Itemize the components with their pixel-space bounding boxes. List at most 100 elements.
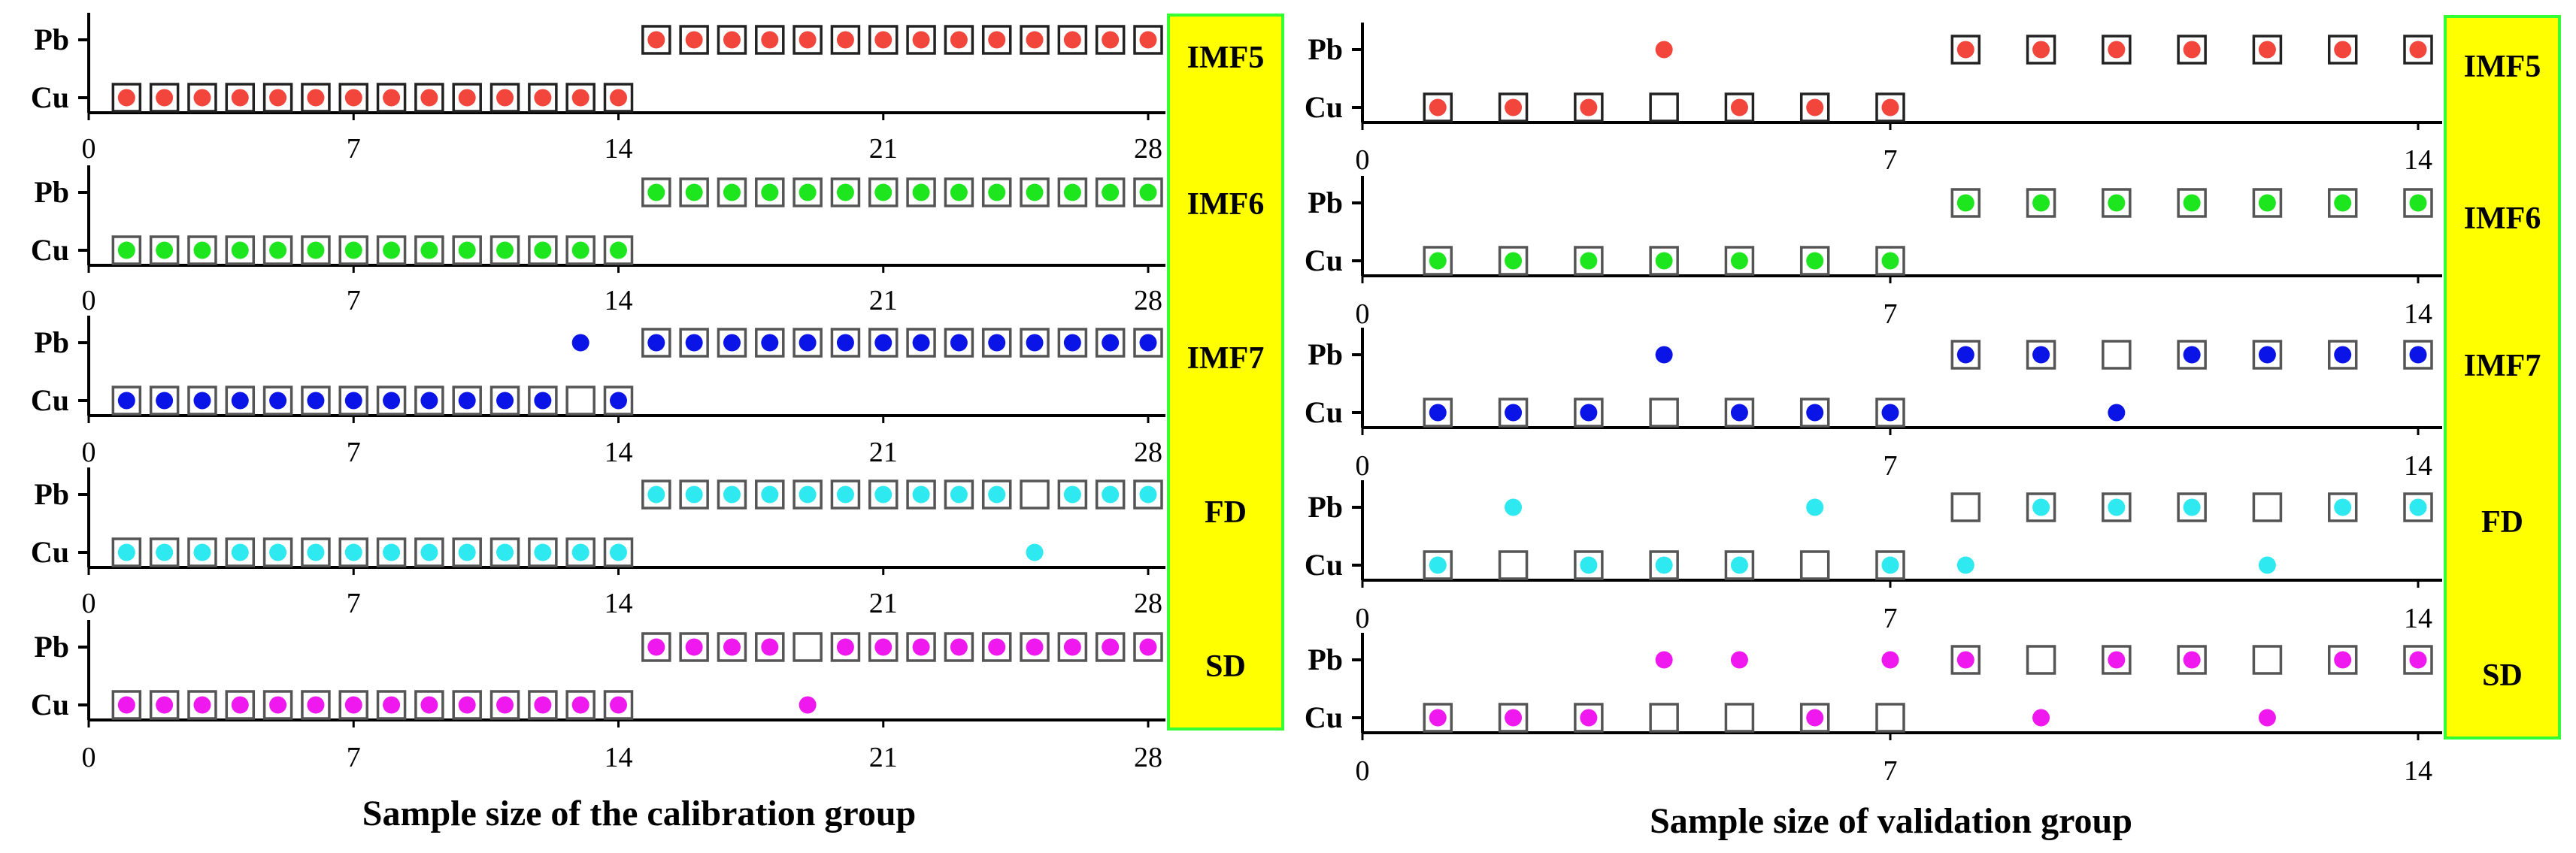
validation-IMF6-predicted-cu-point	[1881, 252, 1899, 270]
validation-IMF6-predicted-pb-point	[2032, 194, 2050, 212]
validation-IMF5-actual-pb-square	[2026, 35, 2056, 65]
calibration-IMF6-predicted-cu-point	[193, 241, 211, 259]
calibration-SD-predicted-cu-point	[458, 696, 476, 714]
validation-IMF5-ylabel-cu: Cu	[1305, 90, 1343, 124]
calibration-IMF5-actual-cu-square	[225, 83, 256, 113]
validation-IMF6-ylabel-cu: Cu	[1305, 243, 1343, 277]
validation-IMF5-ylabel-pb: Pb	[1308, 32, 1343, 66]
calibration-IMF7-predicted-cu-point	[269, 392, 287, 410]
calibration-IMF7-ylabel-cu: Cu	[31, 383, 69, 417]
calibration-FD-xtick-label: 14	[605, 588, 633, 619]
calibration-IMF5-predicted-pb-point	[799, 31, 817, 49]
calibration-IMF5-xtick-label: 21	[869, 133, 898, 165]
validation-IMF7-predicted-pb-point	[2032, 346, 2050, 364]
validation-FD-predicted-pb-point	[2032, 498, 2050, 516]
calibration-SD-predicted-pb-point	[723, 638, 741, 656]
validation-IMF6-predicted-cu-point	[1730, 252, 1748, 270]
calibration-FD-predicted-pb-point	[723, 485, 741, 504]
validation-IMF7-predicted-pb-point	[2334, 346, 2352, 364]
calibration-IMF5-xtick-label: 0	[82, 133, 96, 165]
validation-IMF5-predicted-pb-point	[2183, 41, 2201, 59]
calibration-IMF7-predicted-cu-point	[344, 392, 362, 410]
calibration-FD-predicted-cu-point	[383, 543, 401, 561]
calibration-SD-predicted-cu-point	[156, 696, 174, 714]
calibration-IMF5-predicted-cu-point	[269, 89, 287, 107]
calibration-IMF7-actual-cu-square	[565, 386, 596, 416]
calibration-IMF6-predicted-cu-point	[610, 241, 627, 259]
calibration-SD-ylabel-pb: Pb	[34, 630, 69, 664]
calibration-SD-actual-pb-square	[1057, 632, 1088, 662]
calibration-IMF5-predicted-pb-point	[988, 31, 1006, 49]
calibration-SD-actual-cu-square	[187, 690, 217, 720]
validation-SD-predicted-pb-point	[2334, 651, 2352, 669]
validation-IMF7-xtick-label: 7	[1884, 450, 1898, 482]
validation-IMF5-predicted-cu-point	[1429, 98, 1447, 116]
calibration-IMF7-predicted-pb-point	[1063, 334, 1081, 352]
validation-FD-predicted-pb-point	[2409, 498, 2427, 516]
calibration-SD-actual-pb-square	[792, 632, 823, 662]
calibration-SD-xtick-label: 0	[82, 742, 96, 773]
validation-SD-xtick-label: 7	[1884, 755, 1898, 787]
calibration-FD-xtick-label: 21	[869, 588, 898, 619]
validation-IMF6-predicted-cu-point	[1655, 252, 1673, 270]
validation-x-axis-title: Sample size of validation group	[1650, 801, 2132, 841]
validation-SD-actual-cu-square	[1649, 703, 1679, 733]
validation-SD-predicted-pb-point	[1730, 651, 1748, 669]
validation-IMF6-predicted-pb-point	[2183, 194, 2201, 212]
calibration-IMF6-predicted-pb-point	[836, 183, 854, 201]
calibration-band-label-imf5: IMF5	[1187, 41, 1265, 75]
calibration-IMF5-predicted-pb-point	[950, 31, 968, 49]
validation-FD-xtick-label: 14	[2404, 603, 2432, 634]
validation-IMF6-predicted-cu-point	[1806, 252, 1824, 270]
calibration-FD-actual-cu-square	[414, 537, 444, 567]
calibration-IMF7-predicted-pb-point	[1026, 334, 1044, 352]
validation-IMF7-actual-cu-square	[1423, 398, 1453, 428]
calibration-FD-predicted-pb-point	[1139, 485, 1157, 504]
validation-IMF7-actual-cu-square	[1649, 398, 1679, 428]
calibration-SD-predicted-pb-point	[950, 638, 968, 656]
calibration-FD-predicted-pb-point	[647, 485, 665, 504]
validation-IMF5-xtick-label: 7	[1884, 144, 1898, 176]
validation-IMF5-predicted-cu-point	[1806, 98, 1824, 116]
validation-IMF5-actual-pb-square	[2403, 35, 2433, 65]
calibration-SD-predicted-cu-point	[571, 696, 589, 714]
validation-band-label-sd: SD	[2482, 658, 2523, 693]
calibration-IMF7-actual-cu-square	[528, 386, 558, 416]
validation-FD-actual-pb-square	[2252, 492, 2283, 522]
calibration-IMF6-predicted-pb-point	[685, 183, 703, 201]
validation-IMF5-xtick-label: 0	[1356, 144, 1370, 176]
calibration-IMF7-xtick-label: 14	[605, 437, 633, 468]
validation-FD-actual-pb-square	[2026, 492, 2056, 522]
calibration-FD-predicted-pb-point	[836, 485, 854, 504]
calibration-IMF7-actual-pb-square	[868, 328, 899, 358]
calibration-IMF6-predicted-pb-point	[723, 183, 741, 201]
calibration-FD-xtick-label: 7	[347, 588, 361, 619]
validation-IMF7-predicted-cu-point	[2108, 404, 2126, 422]
calibration-IMF6-predicted-pb-point	[874, 183, 893, 201]
calibration-SD-predicted-pb-point	[647, 638, 665, 656]
calibration-IMF6-predicted-pb-point	[1026, 183, 1044, 201]
calibration-FD-predicted-pb-point	[761, 485, 779, 504]
validation-SD-predicted-cu-point	[1505, 709, 1523, 727]
calibration-FD-xtick-label: 0	[82, 588, 96, 619]
calibration-FD-predicted-pb-point	[1102, 485, 1120, 504]
calibration-IMF6-predicted-pb-point	[988, 183, 1006, 201]
calibration-IMF7-predicted-pb-point	[912, 334, 930, 352]
calibration-IMF7-predicted-cu-point	[156, 392, 174, 410]
calibration-IMF7-predicted-pb-point	[1102, 334, 1120, 352]
calibration-SD-actual-cu-square	[338, 690, 368, 720]
calibration-x-axis-title: Sample size of the calibration group	[362, 794, 916, 833]
validation-SD-predicted-cu-point	[2032, 709, 2050, 727]
calibration-SD-predicted-pb-point	[1139, 638, 1157, 656]
calibration-FD-predicted-pb-point	[950, 485, 968, 504]
validation-SD-predicted-cu-point	[1580, 709, 1598, 727]
calibration-IMF6-predicted-cu-point	[571, 241, 589, 259]
calibration-SD-predicted-cu-point	[534, 696, 552, 714]
validation-FD-xtick-label: 7	[1884, 603, 1898, 634]
calibration-FD-predicted-pb-point	[988, 485, 1006, 504]
calibration-IMF6-predicted-pb-point	[647, 183, 665, 201]
calibration-IMF7-predicted-cu-point	[117, 392, 135, 410]
calibration-IMF7-actual-cu-square	[603, 386, 634, 416]
calibration-SD-predicted-pb-point	[685, 638, 703, 656]
calibration-FD-actual-pb-square	[1133, 479, 1163, 510]
